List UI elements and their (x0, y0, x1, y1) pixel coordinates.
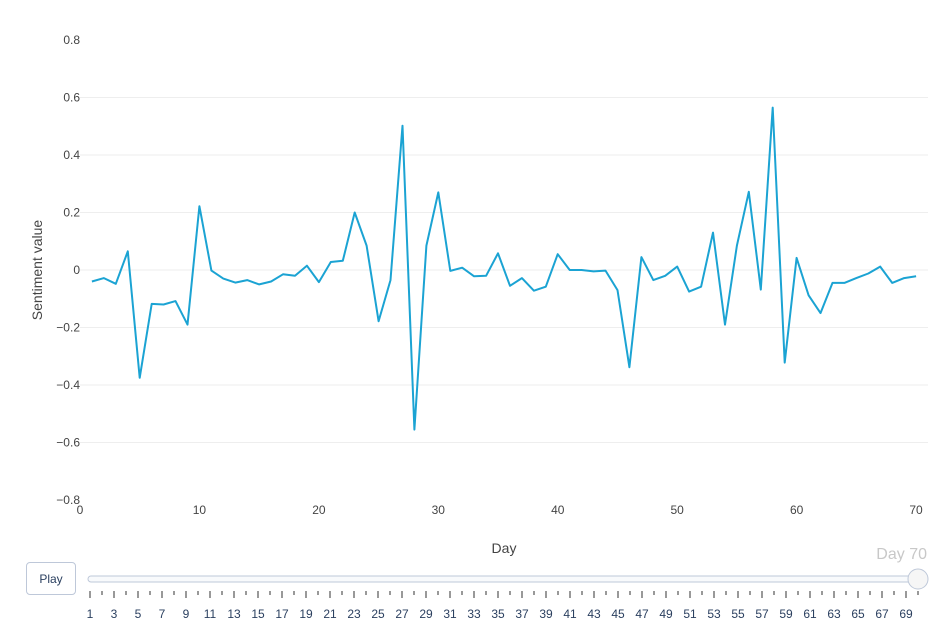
slider-tick-label: 15 (251, 607, 265, 621)
grid-lines (80, 97, 928, 443)
slider-tick-label: 65 (851, 607, 865, 621)
slider-tick-label: 51 (683, 607, 697, 621)
slider-tick-label: 7 (159, 607, 166, 621)
slider-tick-label: 27 (395, 607, 409, 621)
x-axis-ticks: 0 10 20 30 40 50 60 70 (77, 503, 923, 517)
y-tick-label: 0 (73, 263, 80, 277)
x-tick-label: 60 (790, 503, 804, 517)
y-tick-label: 0.6 (63, 91, 80, 105)
line-chart: −0.8 −0.6 −0.4 −0.2 0 0.2 0.4 0.6 0.8 0 10 20 30 40 5… (29, 33, 928, 556)
x-tick-label: 20 (312, 503, 326, 517)
y-axis-title: Sentiment value (29, 220, 45, 321)
slider-current-value: Day 70 (876, 546, 927, 563)
y-axis-ticks: −0.8 −0.6 −0.4 −0.2 0 0.2 0.4 0.6 0.8 (56, 33, 80, 507)
slider-tick-label: 59 (779, 607, 793, 621)
slider-tick-label: 11 (204, 607, 217, 621)
slider-tick-label: 43 (587, 607, 601, 621)
slider-tick-label: 33 (467, 607, 481, 621)
x-tick-label: 50 (671, 503, 685, 517)
slider-tick-label: 41 (563, 607, 577, 621)
y-tick-label: 0.8 (63, 33, 80, 47)
slider-tick-label: 61 (803, 607, 817, 621)
slider-tick-label: 53 (707, 607, 721, 621)
slider-tick-label: 13 (227, 607, 241, 621)
slider-ticks: 1 3 5 7 9 11 13 15 17 19 21 23 25 27 29 31 33 35 37 39 41 43 4… (87, 591, 919, 621)
slider-rail[interactable] (87, 575, 927, 583)
x-tick-label: 30 (432, 503, 446, 517)
play-button[interactable]: Play (26, 562, 76, 595)
slider-tick-label: 19 (299, 607, 313, 621)
slider-tick-label: 23 (347, 607, 361, 621)
slider-tick-label: 21 (323, 607, 337, 621)
slider-tick-label: 47 (635, 607, 649, 621)
slider-tick-label: 31 (443, 607, 457, 621)
sentiment-series-line (91, 106, 917, 431)
slider-tick-label: 17 (275, 607, 289, 621)
slider-tick-label: 3 (111, 607, 118, 621)
slider-tick-label: 9 (183, 607, 190, 621)
day-slider[interactable]: 1 3 5 7 9 11 13 15 17 19 21 23 25 27 29 31 33 35 37 39 41 43 4… (0, 560, 951, 640)
slider-tick-label: 39 (539, 607, 553, 621)
slider-tick-label: 57 (755, 607, 769, 621)
slider-tick-label: 55 (731, 607, 745, 621)
slider-tick-label: 49 (659, 607, 673, 621)
slider-tick-label: 35 (491, 607, 505, 621)
x-axis-title: Day (492, 540, 517, 556)
y-tick-label: 0.2 (63, 206, 80, 220)
slider-tick-label: 25 (371, 607, 385, 621)
x-tick-label: 0 (77, 503, 84, 517)
y-tick-label: −0.4 (56, 378, 80, 392)
slider-tick-label: 63 (827, 607, 841, 621)
slider-tick-label: 1 (87, 607, 94, 621)
y-tick-label: −0.8 (56, 493, 80, 507)
x-tick-label: 10 (193, 503, 207, 517)
slider-tick-label: 37 (515, 607, 529, 621)
slider-tick-label: 29 (419, 607, 433, 621)
slider-tick-label: 69 (899, 607, 913, 621)
y-tick-label: 0.4 (63, 148, 80, 162)
slider-handle[interactable] (907, 568, 929, 590)
slider-tick-label: 45 (611, 607, 625, 621)
x-tick-label: 70 (909, 503, 923, 517)
slider-tick-label: 67 (875, 607, 889, 621)
y-tick-label: −0.2 (56, 321, 80, 335)
y-tick-label: −0.6 (56, 436, 80, 450)
slider-tick-label: 5 (135, 607, 142, 621)
x-tick-label: 40 (551, 503, 565, 517)
